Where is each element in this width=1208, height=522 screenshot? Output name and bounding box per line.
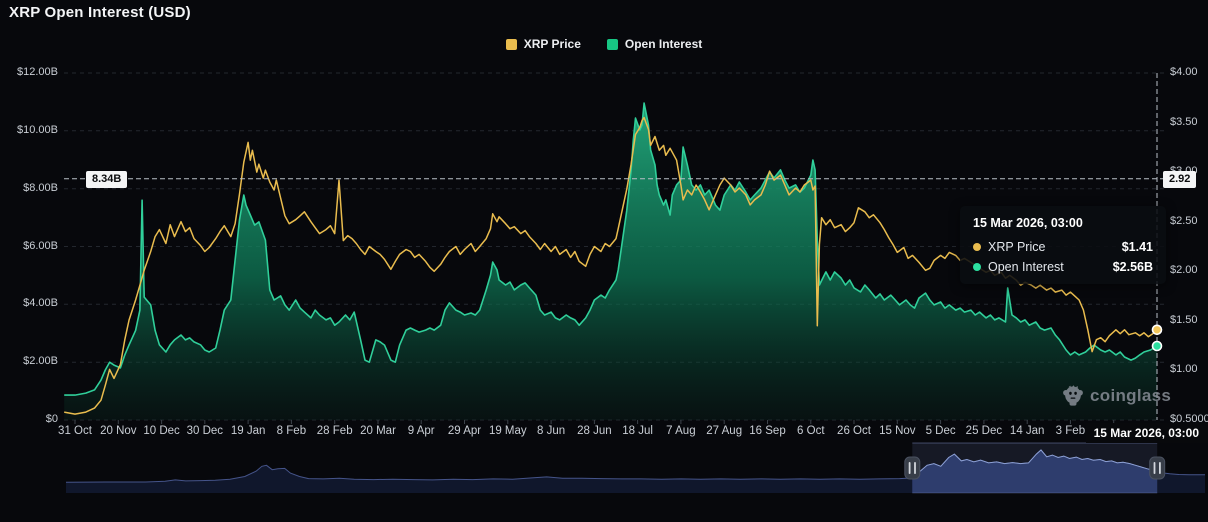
y-axis-label-right: $1.50: [1170, 313, 1198, 326]
x-axis-label: 30 Dec: [186, 425, 224, 437]
grid-lines: [64, 72, 1164, 424]
x-axis-label: 28 Jun: [577, 425, 612, 437]
tooltip-value: $1.41: [1121, 240, 1153, 254]
x-axis-label: 25 Dec: [965, 425, 1003, 437]
x-axis-label: 26 Oct: [837, 425, 871, 437]
tooltip-date: 15 Mar 2026, 03:00: [973, 216, 1083, 230]
x-axis-label: 20 Nov: [100, 425, 137, 437]
x-axis-label: 10 Dec: [143, 425, 180, 437]
x-axis-label: 5 Dec: [925, 425, 956, 437]
x-axis-label: 16 Sep: [749, 425, 786, 437]
open-interest-swatch-icon: [606, 38, 618, 50]
page-title: XRP Open Interest (USD): [9, 4, 191, 21]
tooltip-label: Open Interest: [988, 260, 1064, 274]
tooltip: 15 Mar 2026, 03:00 XRP Price $1.41 Open …: [960, 206, 1166, 284]
crosshair-date-badge: 15 Mar 2026, 03:00: [1085, 423, 1208, 443]
y-axis-label-left: $10.00B: [17, 123, 58, 136]
price-last-point-marker: [1151, 324, 1163, 336]
navigator-selected-area: [912, 449, 1158, 493]
x-axis-label: 8 Jun: [537, 425, 566, 437]
y-axis-label-left: $12.00B: [17, 66, 58, 78]
legend-label: XRP Price: [523, 37, 581, 51]
x-axis-label: 9 Apr: [407, 425, 435, 437]
legend-item-xrp-price[interactable]: XRP Price: [505, 37, 581, 51]
x-axis-label: 14 Jan: [1009, 425, 1045, 437]
x-axis-label: 19 May: [488, 425, 527, 437]
crosshair-left-value-badge: 8.34B: [86, 171, 128, 188]
y-axis-label-right: $4.00: [1170, 66, 1198, 78]
x-axis-label: 18 Jul: [622, 425, 653, 437]
x-axis-label: 29 Apr: [447, 425, 482, 437]
watermark: coinglass: [1062, 384, 1171, 407]
y-axis-label-right: $1.00: [1170, 363, 1198, 376]
y-axis-label-left: $4.00B: [23, 297, 58, 310]
y-axis-label-left: $0: [45, 413, 58, 425]
x-axis-label: 7 Aug: [666, 425, 696, 437]
tooltip-row-price: XRP Price $1.41: [973, 240, 1153, 254]
legend-item-open-interest[interactable]: Open Interest: [606, 37, 703, 51]
y-axis-label-right: $2.00: [1170, 264, 1198, 277]
x-axis-label: 28 Feb: [316, 425, 353, 437]
legend: XRP Price Open Interest: [0, 37, 1208, 51]
x-axis-label: 20 Mar: [360, 425, 396, 437]
y-axis-label-left: $2.00B: [23, 355, 58, 368]
crosshair-right-value-badge: 2.92: [1163, 171, 1197, 188]
x-axis-label: 31 Oct: [58, 425, 92, 437]
open-interest-area-series: [64, 103, 1158, 420]
x-axis-label: 8 Feb: [276, 425, 307, 437]
y-axis-label-left: $6.00B: [23, 239, 58, 252]
y-axis-label-left: $8.00B: [23, 181, 58, 194]
xrp-price-swatch-icon: [505, 38, 517, 50]
coinglass-gorilla-icon: [1063, 385, 1083, 406]
y-axis-label-right: $0.5000: [1170, 413, 1208, 425]
open-interest-last-point-marker: [1151, 340, 1163, 352]
watermark-text: coinglass: [1090, 385, 1172, 405]
tooltip-value: $2.56B: [1112, 260, 1153, 274]
x-axis-label: 6 Oct: [797, 425, 825, 437]
xrp-price-dot-icon: [973, 243, 981, 251]
x-axis-label: 3 Feb: [1055, 425, 1086, 437]
y-axis-label-right: $2.50: [1170, 214, 1198, 227]
x-axis-label: 27 Aug: [706, 425, 743, 437]
navigator[interactable]: [65, 442, 1205, 494]
crosshair: [64, 73, 1164, 420]
navigator-left-handle[interactable]: [904, 456, 921, 480]
navigator-right-handle[interactable]: [1149, 456, 1166, 480]
tooltip-row-open-interest: Open Interest $2.56B: [973, 260, 1153, 274]
legend-label: Open Interest: [624, 37, 703, 51]
y-axis-label-right: $3.50: [1170, 115, 1198, 128]
x-axis-label: 19 Jan: [230, 425, 266, 437]
tooltip-label: XRP Price: [988, 240, 1046, 254]
open-interest-dot-icon: [973, 263, 981, 271]
x-axis-label: 15 Nov: [879, 425, 916, 437]
